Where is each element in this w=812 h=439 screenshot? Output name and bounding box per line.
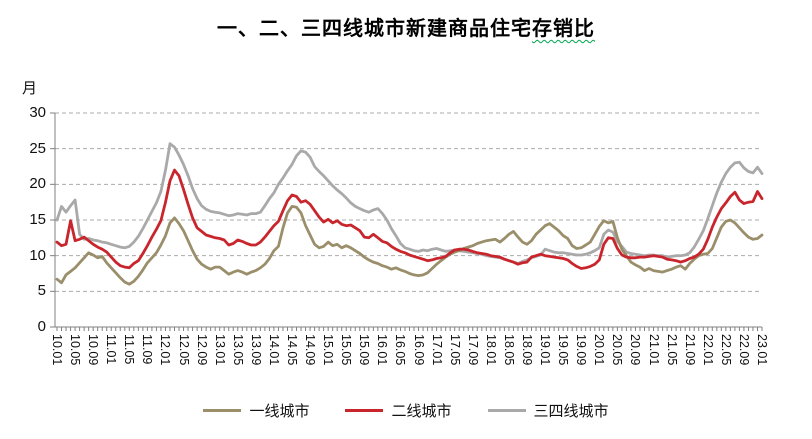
x-axis-label-19.09: 19.09: [574, 334, 589, 366]
chart-title-underlined-text: 存销比: [532, 18, 595, 40]
chart-title: 一、二、三四线城市新建商品住宅存销比: [0, 12, 812, 41]
x-axis-label-16.01: 16.01: [375, 334, 390, 366]
x-axis-label-23.01: 23.01: [755, 334, 769, 366]
legend-line-swatch-tier-2: [345, 409, 384, 412]
x-axis-label-22.09: 22.09: [736, 334, 751, 366]
series-line-tier-3-4-cities: [55, 142, 764, 265]
x-axis-label-20.01: 20.01: [592, 334, 607, 366]
chart-title-text: 一、二、三四线城市新建商品住宅: [217, 18, 532, 40]
x-axis-label-17.09: 17.09: [465, 334, 480, 366]
x-axis-label-10.01: 10.01: [50, 334, 64, 366]
y-axis-label-25: 25: [29, 139, 46, 157]
x-axis-label-17.01: 17.01: [429, 334, 444, 366]
x-axis-label-13.01: 13.01: [212, 334, 227, 366]
x-axis-label-10.09: 10.09: [86, 334, 101, 366]
legend: 一线城市 二线城市 三四线城市: [0, 400, 812, 421]
legend-label-tier-3-4: 三四线城市: [533, 403, 609, 420]
x-axis-label-21.05: 21.05: [664, 334, 679, 366]
series-line-tier-2-cities: [55, 168, 764, 270]
x-axis-label-11.09: 11.09: [140, 334, 155, 365]
x-axis-label-21.09: 21.09: [682, 334, 697, 366]
x-axis-label-18.01: 18.01: [483, 334, 498, 366]
x-axis-label-15.01: 15.01: [321, 334, 336, 366]
x-axis-label-19.05: 19.05: [556, 334, 571, 366]
y-axis-label-15: 15: [29, 211, 46, 228]
x-axis-label-16.05: 16.05: [393, 334, 408, 366]
x-axis-label-12.09: 12.09: [194, 334, 209, 366]
y-axis-label-10: 10: [29, 246, 46, 264]
x-axis-label-14.09: 14.09: [303, 334, 318, 366]
x-axis-label-15.05: 15.05: [339, 334, 354, 366]
legend-item-tier-2-cities: 二线城市: [345, 400, 452, 421]
legend-label-tier-1: 一线城市: [249, 403, 310, 420]
x-axis-label-13.09: 13.09: [248, 334, 263, 366]
legend-item-tier-1-cities: 一线城市: [203, 400, 309, 421]
y-axis-unit-label: 月: [22, 80, 38, 97]
x-axis-label-11.05: 11.05: [122, 334, 137, 365]
x-axis-label-21.01: 21.01: [646, 334, 661, 366]
x-axis-label-18.09: 18.09: [520, 334, 534, 366]
y-axis-label-30: 30: [29, 104, 46, 121]
x-axis-label-14.01: 14.01: [266, 334, 281, 366]
x-axis-label-20.05: 20.05: [610, 334, 625, 366]
x-axis-label-20.09: 20.09: [628, 334, 643, 366]
x-axis-label-18.05: 18.05: [501, 334, 516, 366]
x-axis-label-12.01: 12.01: [158, 334, 173, 366]
y-axis-label-20: 20: [29, 175, 46, 193]
x-axis-label-13.05: 13.05: [230, 334, 245, 366]
x-axis-label-11.01: 11.01: [104, 334, 119, 365]
y-axis-label-0: 0: [37, 318, 46, 335]
legend-item-tier-3-4-cities: 三四线城市: [487, 400, 609, 421]
x-axis-label-22.05: 22.05: [718, 334, 733, 366]
x-axis-label-12.05: 12.05: [176, 334, 191, 366]
y-axis-label-5: 5: [37, 282, 46, 300]
legend-label-tier-2: 二线城市: [391, 403, 452, 420]
x-axis-label-14.05: 14.05: [285, 334, 299, 366]
x-axis-label-22.01: 22.01: [700, 334, 715, 366]
x-axis-label-10.05: 10.05: [68, 334, 83, 366]
x-axis-label-17.05: 17.05: [447, 334, 462, 366]
legend-line-swatch-tier-1: [203, 409, 242, 412]
x-axis-label-15.09: 15.09: [357, 334, 372, 366]
series-line-tier-1-cities: [55, 204, 764, 286]
legend-line-swatch-tier-3-4: [487, 409, 526, 412]
x-axis-label-19.01: 19.01: [538, 334, 553, 366]
x-axis-label-16.09: 16.09: [411, 334, 426, 366]
